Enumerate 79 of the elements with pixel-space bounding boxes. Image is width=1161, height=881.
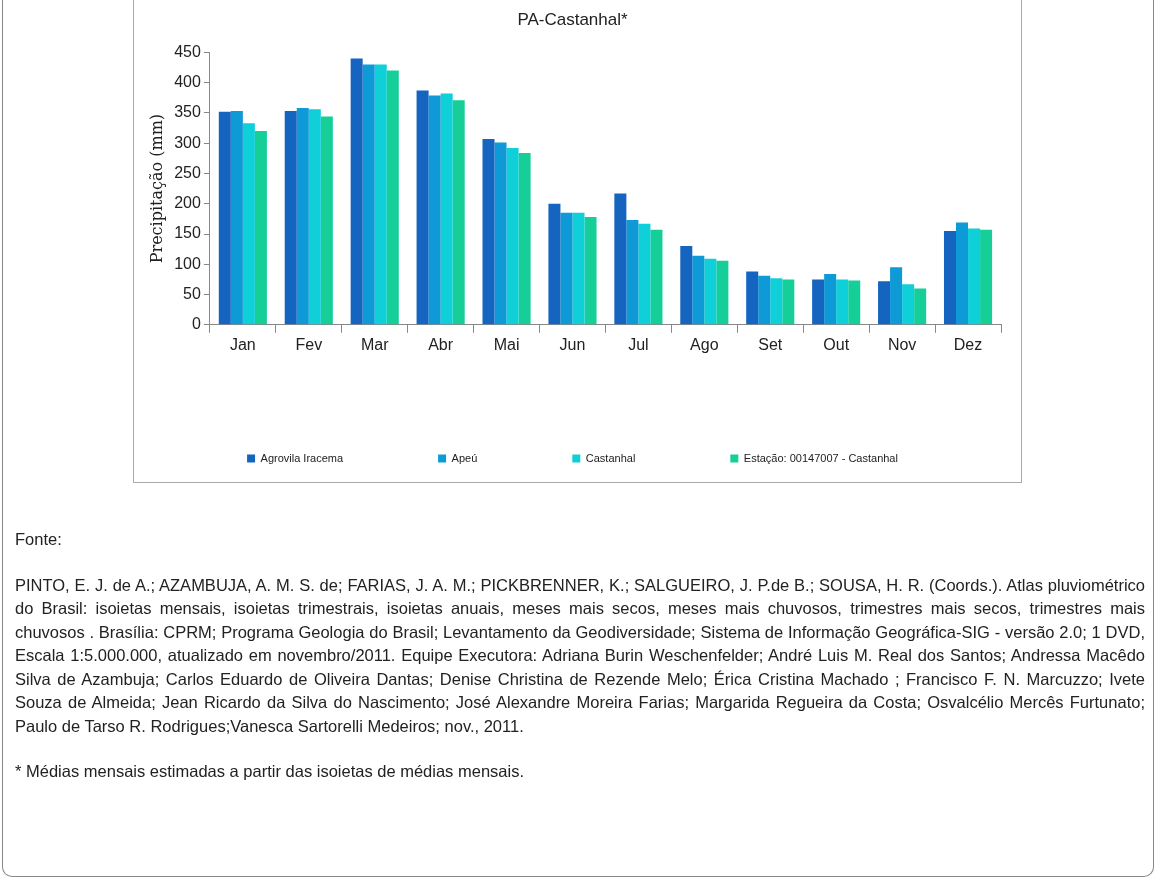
bar [452,100,465,325]
bar [650,229,663,325]
bar [560,212,573,325]
y-tick-label: 450 [174,42,201,60]
bar [296,108,309,325]
text: * Médias mensais estimadas a partir das isoietas de médias mensais. [15,761,525,782]
x-tick-label: Jan [229,335,256,353]
bar [440,93,453,325]
chart-title: PA-Castanhal* [517,9,628,29]
bar [572,212,585,325]
y-axis-title: Precipitação (mm) [146,113,166,264]
bar [956,222,969,325]
x-tick-label: Mai [493,335,520,353]
legend-label: Castanhal [585,451,636,464]
bar [902,284,915,325]
bar [980,229,993,325]
bar [716,260,729,325]
bar [836,279,849,325]
bar [506,148,519,325]
source-note: Fonte: [15,529,63,550]
x-tick-label: Dez [953,335,983,353]
y-tick-label: 300 [174,133,201,151]
x-tick-label: Set [758,335,783,353]
bar [494,142,507,325]
x-tick-label: Nov [887,335,917,353]
x-tick-label: Ago [690,335,719,353]
bar [968,228,981,325]
x-tick-label: Out [823,335,850,353]
bar [242,123,255,325]
y-tick-label: 400 [174,73,201,91]
text: PINTO, E. J. de A.; AZAMBUJA, A. M. S. de; FARIAS, J. A. M.; PICKBRENNER, K.; SALGUEIRO, J. P.de B.; SOUSA, H. R. (Coords.). Atlas pluviométrico do Brasil: isoietas mensais, isoietas trimestrais, isoietas anuais, meses mais secos, meses mais chuvosos, trimestres mais secos, trimestres mais chuvosos . Brasília: CPRM; Programa Geologia do Brasil; Levantamento da Geodiversidade; Sistema de Informação Geográfica-SIG - versão 2.0; 1 DVD, Escala 1:5.000.000, atualizado em novembro/2011. Equipe Executora: Adriana Burin Weschenfelder; André Luis M. Real dos Santos; Andressa Macêdo Silva de Azambuja; Carlos Eduardo de Oliveira Dantas; Denise Christina de Rezende Melo; Érica Cristina Machado ; Francisco F. N. Marcuzzo; Ivete Souza de Almeida; Jean Ricardo da Silva do Nascimento; José Alexandre Moreira Farias; Margarida Regueira da Costa; Osvalcélio Mercês Furtunato; Paulo de Tarso R. Rodrigues;Vanesca Sartorelli Medeiros; nov., 2011. [15,574,1145,737]
bar [812,279,825,325]
y-tick-label: 250 [174,163,201,181]
bar [416,90,429,325]
bar [482,138,495,325]
bar [626,220,639,325]
bar [428,95,441,325]
y-tick-label: 50 [183,284,201,302]
bar [548,203,561,325]
bar [386,70,399,325]
bar [824,273,837,325]
bar [746,271,759,325]
x-tick-label: Mar [360,335,390,353]
y-tick-label: 150 [174,224,201,242]
bar [350,58,363,325]
bar [848,280,861,325]
x-tick-label: Jul [628,335,649,353]
y-tick-label: 350 [174,103,201,121]
bar [914,288,927,325]
bar [770,278,783,325]
bar [890,267,903,325]
x-tick-label: Jun [559,335,586,353]
bar [878,281,891,325]
bar [680,246,693,325]
bar [320,116,333,325]
bar [758,275,771,325]
bar [362,64,375,325]
legend-label: Apeú [451,451,478,464]
bar [218,111,231,325]
bar [943,230,957,325]
x-tick-label: Fev [295,335,323,353]
y-tick-label: 100 [174,254,201,272]
bar [782,279,795,325]
legend-label: Agrovila Iracema [260,451,344,464]
bar [374,64,387,325]
y-tick-label: 0 [191,315,201,333]
bar [614,193,627,325]
bar [230,111,243,325]
bar [284,111,297,325]
y-tick-label: 200 [174,194,201,212]
bar [704,258,717,325]
bar [584,217,597,325]
bar [638,223,651,325]
bar [692,255,705,325]
legend-label: Estação: 00147007 - Castanhal [743,451,898,464]
x-tick-label: Abr [428,335,454,353]
bar [518,152,531,325]
bar [254,131,267,325]
bar [308,109,321,325]
